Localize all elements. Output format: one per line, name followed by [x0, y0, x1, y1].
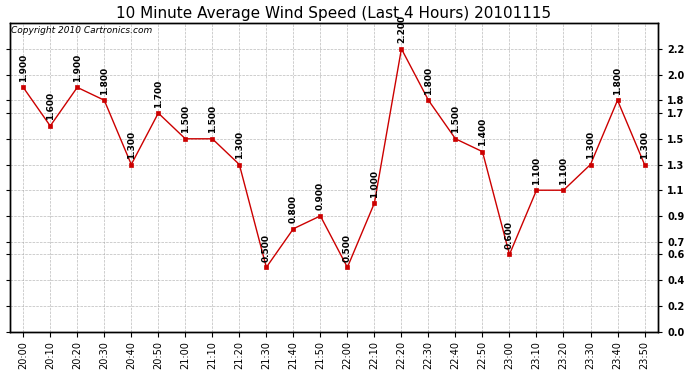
Text: Copyright 2010 Cartronics.com: Copyright 2010 Cartronics.com	[11, 26, 152, 35]
Text: 1.800: 1.800	[613, 66, 622, 94]
Text: 1.500: 1.500	[451, 105, 460, 133]
Text: 1.300: 1.300	[127, 131, 136, 159]
Text: 1.900: 1.900	[19, 54, 28, 82]
Text: 1.500: 1.500	[208, 105, 217, 133]
Text: 1.100: 1.100	[532, 156, 541, 184]
Text: 0.900: 0.900	[316, 182, 325, 210]
Text: 1.300: 1.300	[640, 131, 649, 159]
Text: 1.800: 1.800	[424, 66, 433, 94]
Text: 1.800: 1.800	[100, 66, 109, 94]
Text: 2.200: 2.200	[397, 15, 406, 43]
Text: 0.500: 0.500	[343, 234, 352, 262]
Text: 1.700: 1.700	[154, 79, 163, 108]
Text: 1.400: 1.400	[478, 118, 487, 146]
Text: 1.600: 1.600	[46, 92, 55, 120]
Text: 1.900: 1.900	[72, 54, 81, 82]
Text: 1.300: 1.300	[235, 131, 244, 159]
Text: 0.500: 0.500	[262, 234, 271, 262]
Text: 1.100: 1.100	[559, 156, 568, 184]
Text: 0.600: 0.600	[505, 221, 514, 249]
Text: 1.500: 1.500	[181, 105, 190, 133]
Text: 1.300: 1.300	[586, 131, 595, 159]
Title: 10 Minute Average Wind Speed (Last 4 Hours) 20101115: 10 Minute Average Wind Speed (Last 4 Hou…	[117, 6, 551, 21]
Text: 1.000: 1.000	[370, 170, 379, 198]
Text: 0.800: 0.800	[289, 195, 298, 223]
